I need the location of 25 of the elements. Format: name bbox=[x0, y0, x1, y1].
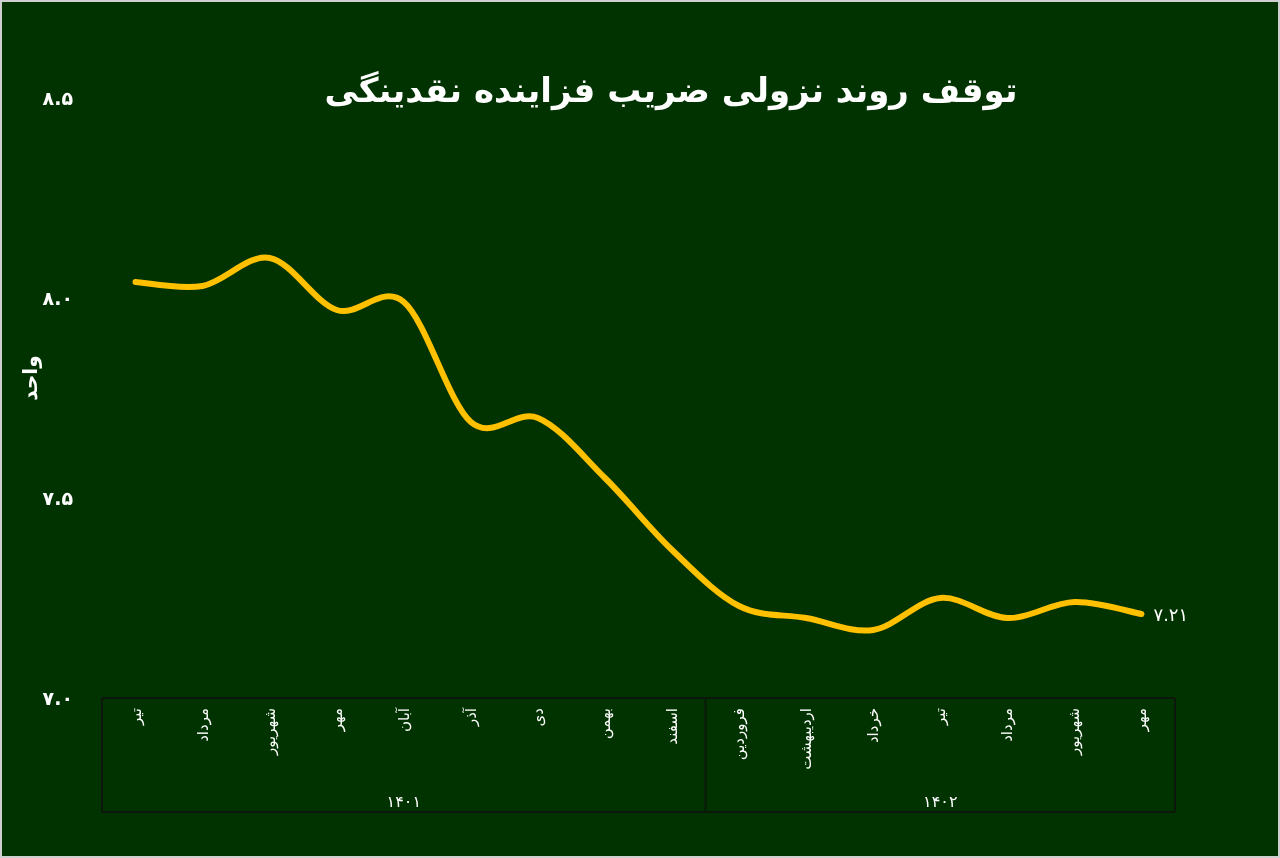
x-tick-label: مهر bbox=[327, 708, 346, 733]
x-tick-label: بهمن bbox=[595, 708, 614, 740]
x-tick-label: مرداد bbox=[193, 708, 212, 742]
x-tick-label: اردیبهشت bbox=[797, 708, 816, 770]
chart-title: توقف روند نزولی ضریب فزاینده نقدینگی bbox=[324, 70, 1018, 111]
y-tick-label: ۸.۵ bbox=[42, 86, 74, 109]
x-tick-label: شهریور bbox=[1065, 708, 1084, 756]
y-tick-label: ۷.۰ bbox=[42, 686, 73, 709]
text: ۱۴۰۲ bbox=[923, 791, 958, 811]
x-tick-label: خرداد bbox=[864, 708, 883, 744]
x-tick-label: شهریور bbox=[260, 708, 279, 756]
x-tick-label: دی bbox=[528, 708, 547, 727]
x-tick-label: تیر bbox=[126, 708, 145, 726]
y-tick-label: ۸.۰ bbox=[42, 286, 73, 309]
y-axis-title: واحد bbox=[18, 355, 42, 401]
x-tick-label: آذر bbox=[461, 707, 480, 728]
x-tick-label: تیر bbox=[931, 708, 950, 726]
text: ۱۴۰۱ bbox=[386, 791, 421, 811]
x-tick-label: اسفند bbox=[663, 708, 682, 745]
y-tick-label: ۷.۵ bbox=[42, 486, 74, 509]
x-tick-label: مرداد bbox=[998, 708, 1017, 742]
data-label: ۷.۲۱ bbox=[1153, 603, 1189, 625]
x-tick-label: آبان bbox=[394, 707, 413, 732]
x-tick-label: مهر bbox=[1132, 708, 1151, 733]
x-tick-label: فروردین bbox=[730, 708, 749, 761]
